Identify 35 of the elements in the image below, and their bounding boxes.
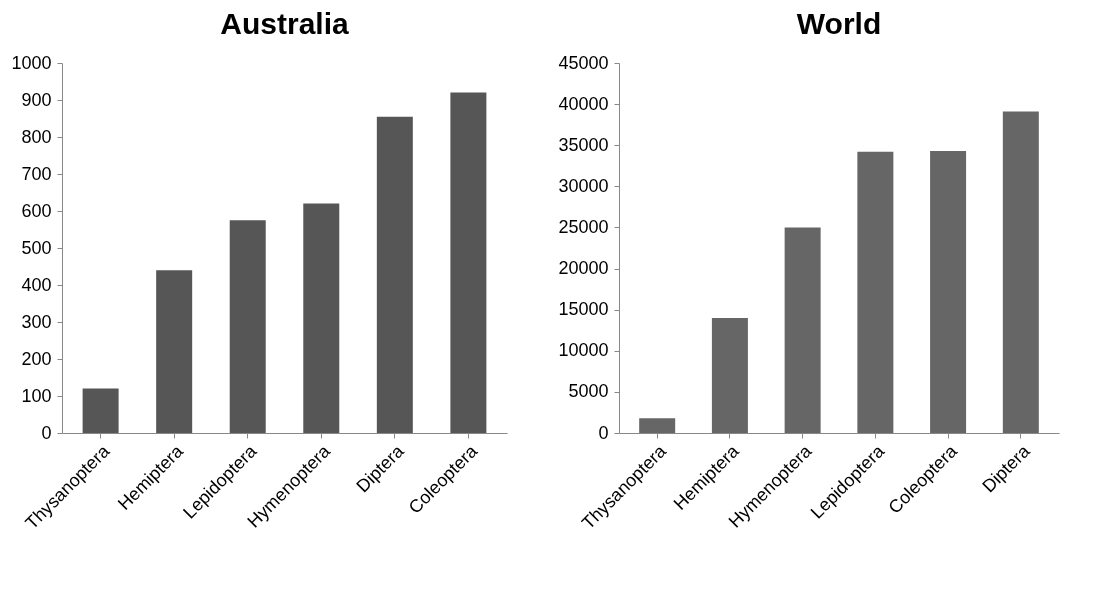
bar [857,151,894,433]
y-tick-label: 5000 [568,381,609,402]
y-tick-label: 0 [598,422,609,443]
y-tick-label: 1000 [11,52,52,73]
y-tick-label: 100 [21,385,52,406]
y-tick-label: 500 [21,237,52,258]
y-tick-label: 40000 [558,93,609,114]
y-tick-label: 900 [21,89,52,110]
bar [711,317,748,433]
y-tick-label: 700 [21,163,52,184]
y-tick-label: 10000 [558,340,609,361]
y-tick-label: 15000 [558,299,609,320]
bar [376,116,413,433]
bar [639,418,676,433]
bar [450,92,487,433]
y-tick-label: 800 [21,126,52,147]
y-tick-label: 35000 [558,134,609,155]
bar [303,203,340,433]
y-tick-label: 30000 [558,175,609,196]
y-tick-label: 45000 [558,52,609,73]
y-tick-label: 25000 [558,216,609,237]
bar [784,227,821,433]
y-tick-label: 400 [21,274,52,295]
y-tick-label: 20000 [558,258,609,279]
y-tick-label: 200 [21,348,52,369]
y-tick-label: 0 [41,422,52,443]
bar [82,388,119,433]
bar [930,150,967,433]
y-tick-label: 300 [21,311,52,332]
bar [229,220,266,433]
bar [1002,111,1039,433]
bar [156,270,193,433]
chart-title: Australia [220,7,349,40]
chart-title: World [796,7,882,40]
y-tick-label: 600 [21,200,52,221]
